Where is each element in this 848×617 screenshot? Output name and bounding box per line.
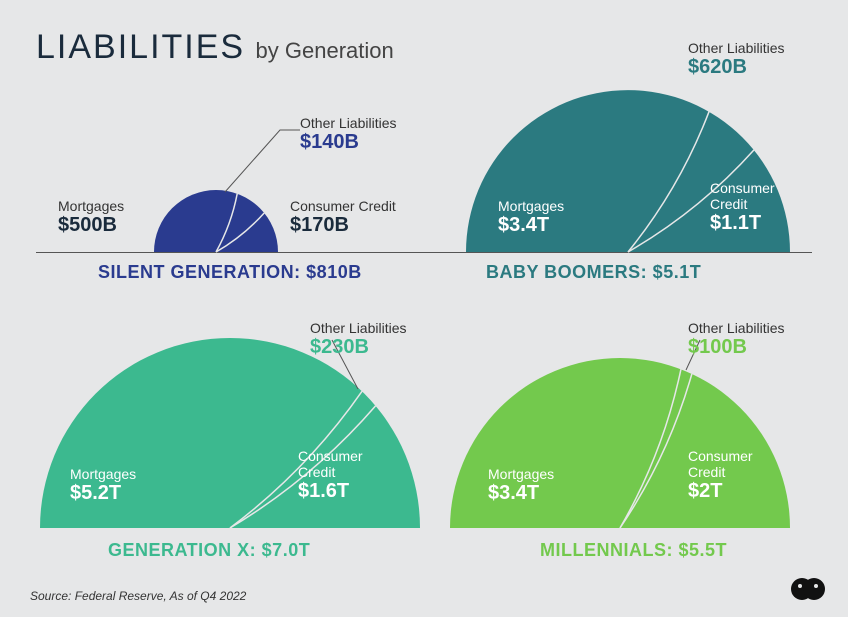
genx-credit-value: $1.6T bbox=[298, 480, 363, 503]
boomers-credit-value: $1.1T bbox=[710, 212, 775, 235]
millennials-mortgages-label: Mortgages bbox=[488, 466, 554, 482]
millennials-mortgages-callout: Mortgages$3.4T bbox=[488, 466, 554, 505]
genx-other-value: $230B bbox=[310, 336, 407, 359]
genx-credit-callout: ConsumerCredit$1.6T bbox=[298, 448, 363, 503]
silent-other-value: $140B bbox=[300, 131, 397, 154]
brand-logo-icon bbox=[790, 575, 826, 603]
silent-halfpie bbox=[154, 190, 278, 252]
boomers-other-label: Other Liabilities bbox=[688, 40, 785, 56]
silent-credit-label: Consumer Credit bbox=[290, 198, 396, 214]
boomers-other-callout: Other Liabilities$620B bbox=[688, 40, 785, 79]
millennials-other-callout: Other Liabilities$100B bbox=[688, 320, 785, 359]
silent-other-leader bbox=[225, 130, 300, 192]
silent-credit-value: $170B bbox=[290, 214, 396, 237]
boomers-credit-label: ConsumerCredit bbox=[710, 180, 775, 212]
genx-generation-label: GENERATION X: $7.0T bbox=[108, 540, 310, 561]
millennials-other-label: Other Liabilities bbox=[688, 320, 785, 336]
silent-mortgages-label: Mortgages bbox=[58, 198, 124, 214]
boomers-generation-label: BABY BOOMERS: $5.1T bbox=[486, 262, 701, 283]
genx-other-label: Other Liabilities bbox=[310, 320, 407, 336]
boomers-other-value: $620B bbox=[688, 56, 785, 79]
silent-mortgages-value: $500B bbox=[58, 214, 124, 237]
silent-mortgages-callout: Mortgages$500B bbox=[58, 198, 124, 237]
millennials-credit-value: $2T bbox=[688, 480, 753, 503]
boomers-mortgages-label: Mortgages bbox=[498, 198, 564, 214]
genx-mortgages-callout: Mortgages$5.2T bbox=[70, 466, 136, 505]
silent-other-label: Other Liabilities bbox=[300, 115, 397, 131]
boomers-credit-callout: ConsumerCredit$1.1T bbox=[710, 180, 775, 235]
millennials-other-value: $100B bbox=[688, 336, 785, 359]
pie-layer bbox=[0, 0, 848, 617]
silent-generation-label: SILENT GENERATION: $810B bbox=[98, 262, 362, 283]
genx-mortgages-label: Mortgages bbox=[70, 466, 136, 482]
millennials-mortgages-value: $3.4T bbox=[488, 482, 554, 505]
millennials-credit-label: ConsumerCredit bbox=[688, 448, 753, 480]
boomers-mortgages-value: $3.4T bbox=[498, 214, 564, 237]
silent-credit-callout: Consumer Credit$170B bbox=[290, 198, 396, 237]
genx-credit-label: ConsumerCredit bbox=[298, 448, 363, 480]
boomers-mortgages-callout: Mortgages$3.4T bbox=[498, 198, 564, 237]
genx-other-callout: Other Liabilities$230B bbox=[310, 320, 407, 359]
genx-mortgages-value: $5.2T bbox=[70, 482, 136, 505]
silent-other-callout: Other Liabilities$140B bbox=[300, 115, 397, 154]
millennials-generation-label: MILLENNIALS: $5.5T bbox=[540, 540, 727, 561]
millennials-credit-callout: ConsumerCredit$2T bbox=[688, 448, 753, 503]
source-text: Source: Federal Reserve, As of Q4 2022 bbox=[30, 589, 246, 603]
